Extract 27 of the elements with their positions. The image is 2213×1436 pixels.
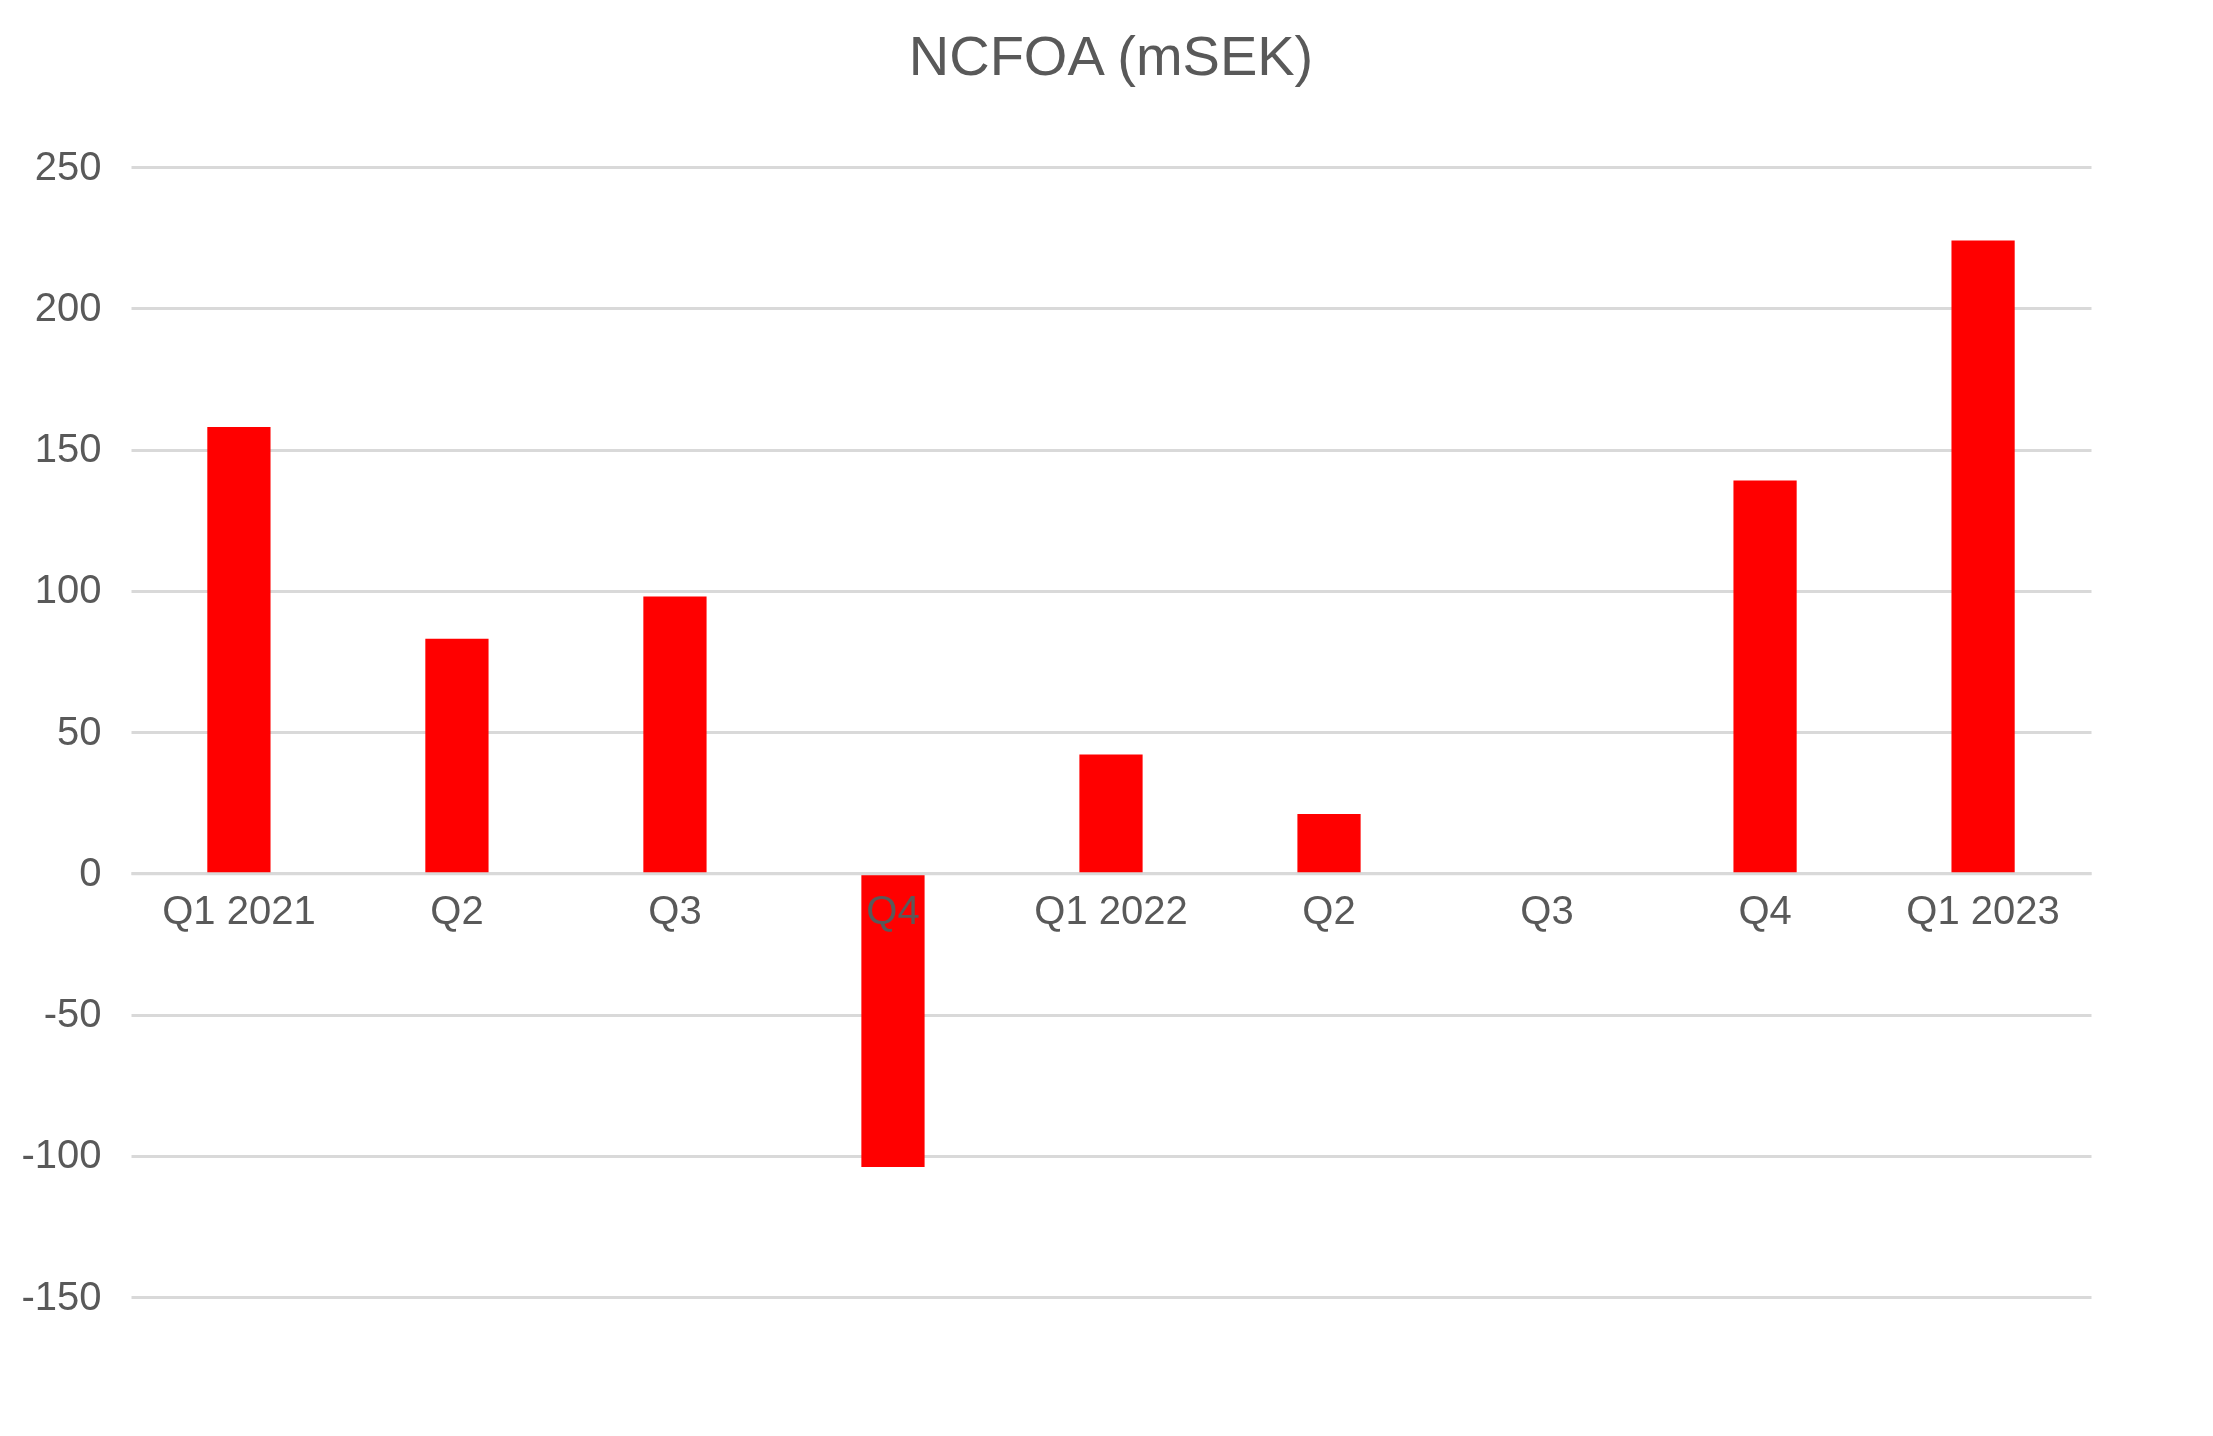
x-tick-label: Q2 — [1302, 887, 1356, 932]
bar — [861, 873, 925, 1168]
x-tick-label: Q1 2022 — [1034, 887, 1188, 932]
bar — [1079, 754, 1143, 874]
y-tick-label: 200 — [34, 284, 102, 329]
y-tick-label: 100 — [34, 567, 102, 612]
bar — [1733, 480, 1797, 874]
x-tick-label: Q3 — [1520, 887, 1574, 932]
y-tick-label: 0 — [79, 849, 102, 894]
y-tick-label: 50 — [57, 708, 102, 753]
y-tick-label: -50 — [43, 991, 102, 1035]
x-tick-label: Q4 — [1738, 887, 1792, 932]
y-tick-label: 150 — [34, 426, 102, 470]
chart-title: NCFOA (mSEK) — [908, 24, 1314, 87]
y-tick-label: -150 — [21, 1273, 102, 1318]
bar — [1951, 240, 2015, 874]
y-tick-label: -100 — [21, 1132, 102, 1177]
x-tick-label: Q1 2021 — [162, 887, 316, 932]
x-tick-label: Q1 2023 — [1906, 887, 2060, 932]
x-tick-label: Q3 — [648, 887, 702, 932]
x-tick-label: Q4 — [866, 887, 920, 932]
bar — [1297, 813, 1361, 874]
bar — [643, 596, 707, 874]
bar — [425, 638, 489, 874]
y-tick-label: 250 — [34, 143, 102, 188]
x-tick-label: Q2 — [430, 887, 484, 932]
bar — [207, 426, 271, 874]
